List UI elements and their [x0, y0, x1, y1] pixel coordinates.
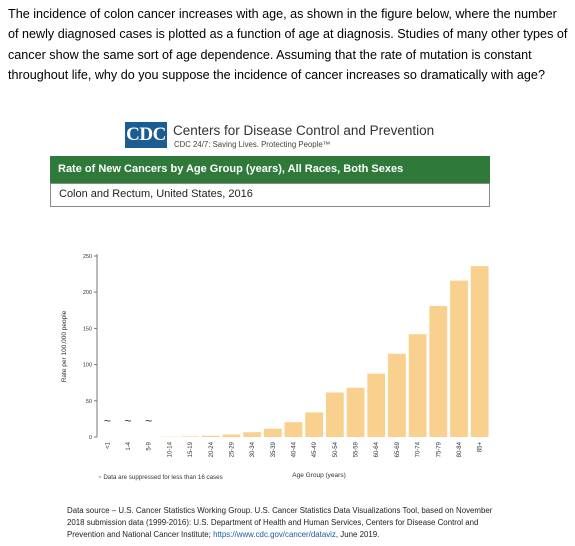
chart-subtitle: Colon and Rectum, United States, 2016 — [59, 188, 253, 200]
x-tick-label: 65-69 — [395, 441, 401, 457]
bar — [450, 280, 468, 437]
data-source-note: Data source – U.S. Cancer Statistics Wor… — [67, 505, 507, 542]
cdc-tagline: CDC 24/7: Saving Lives. Protecting Peopl… — [174, 140, 331, 149]
x-tick-label: 85+ — [478, 442, 484, 453]
suppression-footnote: ~ Data are suppressed for less than 16 c… — [98, 474, 223, 481]
cdc-header: CDC Centers for Disease Control and Prev… — [125, 122, 445, 152]
x-tick-label: 55-59 — [354, 441, 360, 457]
bar — [305, 412, 324, 437]
bar — [388, 353, 406, 437]
x-tick-label: 80-84 — [457, 441, 463, 457]
x-tick-label: 70-74 — [416, 441, 422, 457]
y-tick-label: 50 — [86, 399, 92, 405]
bar — [284, 422, 303, 437]
x-tick-label: 45-49 — [312, 441, 318, 457]
x-tick-label: 5-9 — [147, 441, 153, 450]
x-tick-label: 35-39 — [271, 441, 277, 457]
y-tick-label: 250 — [83, 254, 92, 260]
x-tick-label: 25-29 — [229, 441, 235, 457]
bar — [181, 436, 199, 437]
question-text: The incidence of colon cancer increases … — [8, 7, 568, 83]
suppressed-marker: ~ — [145, 414, 152, 428]
y-tick-label: 200 — [83, 290, 92, 296]
x-tick-label: 60-64 — [374, 441, 380, 457]
bar — [408, 334, 427, 437]
bar — [243, 432, 262, 437]
source-suffix: , June 2019. — [335, 530, 380, 540]
bar — [429, 305, 448, 437]
x-tick-label: 20-24 — [209, 441, 215, 457]
y-tick-label: 0 — [89, 435, 92, 441]
bar — [222, 434, 241, 437]
chart-subtitle-box: Colon and Rectum, United States, 2016 — [50, 183, 490, 207]
bar — [325, 392, 344, 437]
y-axis-label: Rate per 100,000 people — [61, 310, 68, 382]
x-tick-label: 40-44 — [292, 441, 298, 457]
chart-title: Rate of New Cancers by Age Group (years)… — [58, 163, 404, 175]
x-tick-label: 15-19 — [188, 441, 194, 457]
y-tick-label: 100 — [83, 363, 92, 369]
y-tick-label: 150 — [83, 326, 92, 332]
suppressed-marker: ~ — [104, 414, 111, 428]
chart-title-band: Rate of New Cancers by Age Group (years)… — [50, 156, 490, 184]
bar — [470, 266, 489, 437]
x-axis-label: Age Group (years) — [292, 472, 345, 479]
bar — [346, 387, 365, 437]
bar — [201, 435, 220, 437]
source-text: Data source – U.S. Cancer Statistics Wor… — [67, 506, 493, 540]
cdc-org-name: Centers for Disease Control and Preventi… — [173, 123, 435, 138]
x-tick-label: 50-54 — [333, 441, 339, 457]
bar — [367, 373, 386, 437]
cdc-logo: CDC — [125, 122, 167, 148]
x-tick-label: 30-34 — [250, 441, 256, 457]
x-tick-label: 75-79 — [436, 441, 442, 457]
source-link[interactable]: https://www.cdc.gov/cancer/dataviz — [213, 530, 336, 540]
bar — [263, 428, 282, 437]
x-tick-label: 10-14 — [167, 441, 173, 457]
x-tick-label: <1 — [105, 441, 111, 449]
x-tick-label: 1-4 — [126, 441, 132, 450]
suppressed-marker: ~ — [125, 414, 132, 428]
